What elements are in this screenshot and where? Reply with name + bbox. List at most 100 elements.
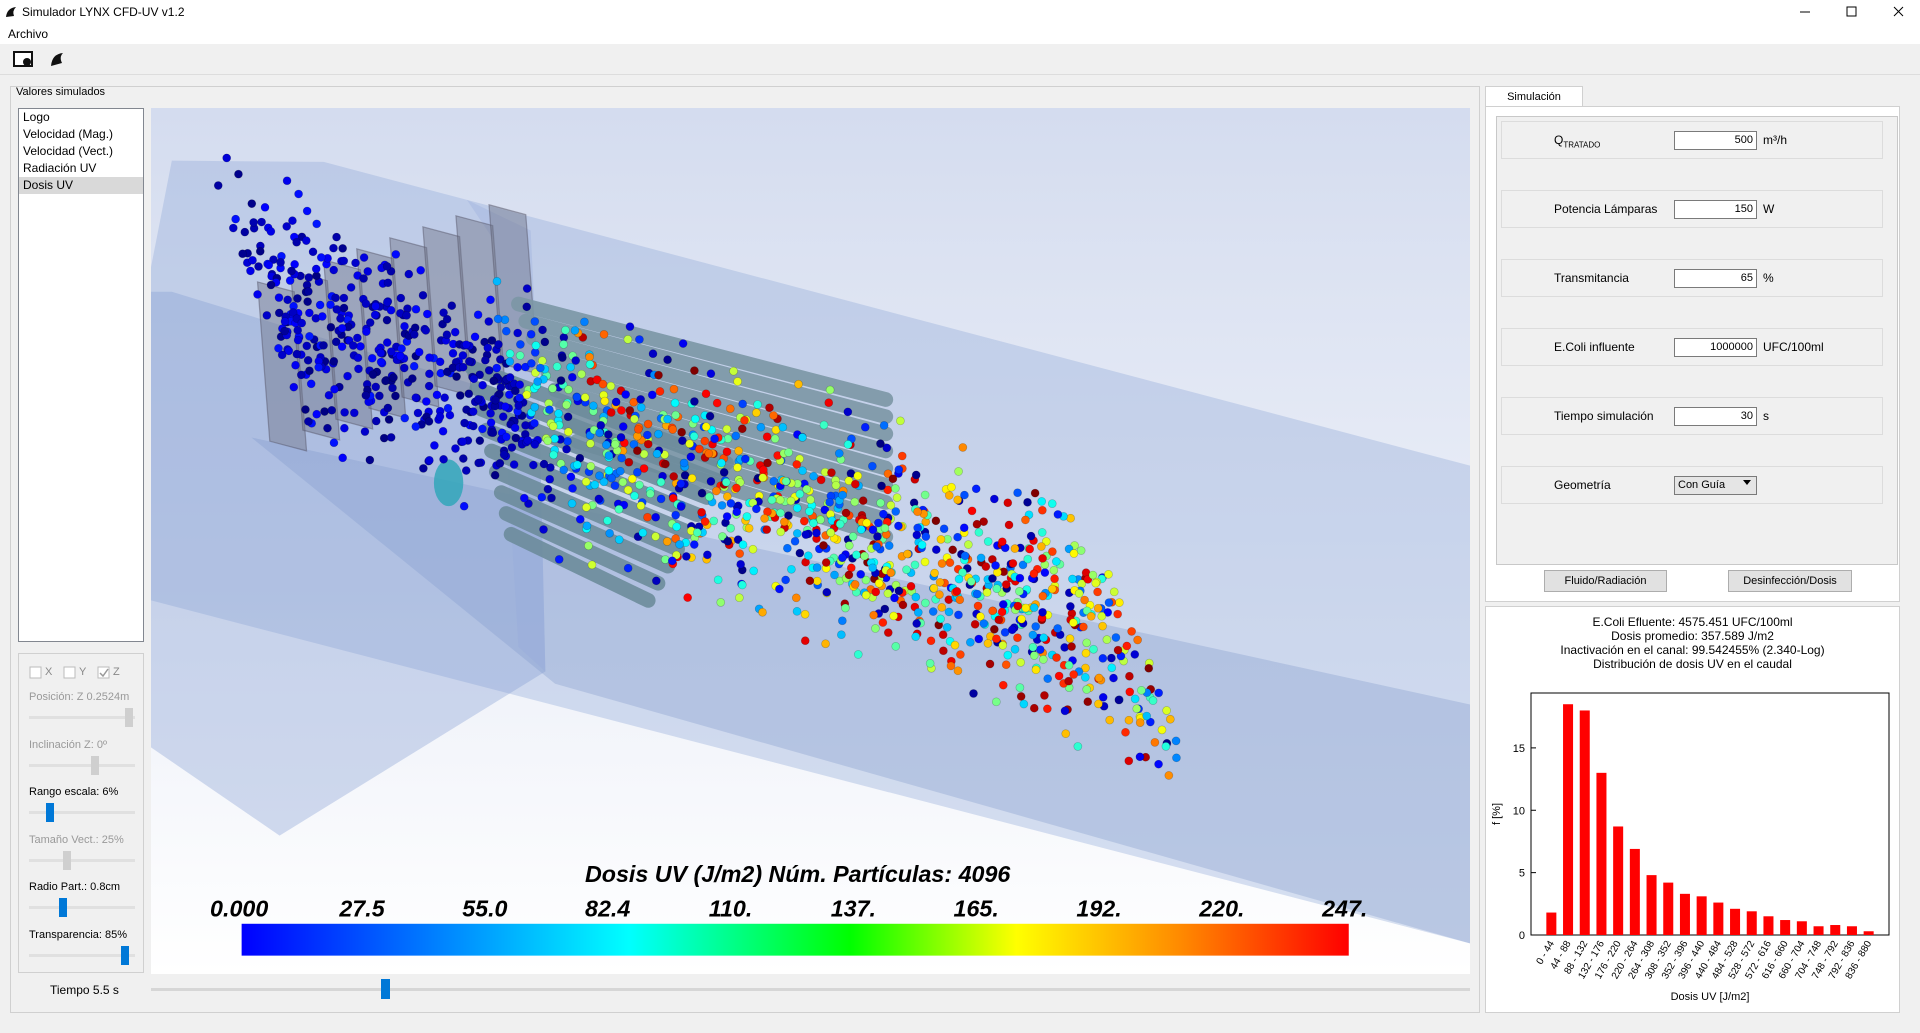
slider[interactable] [29,755,137,777]
menu-item[interactable]: Archivo [8,27,49,41]
particle [1038,591,1048,601]
particle [513,362,522,372]
particle [522,302,532,312]
particle [1146,717,1155,727]
3d-view[interactable]: Dosis UV (J/m2) Núm. Partículas: 4096 0.… [151,108,1470,974]
particle [610,481,620,490]
particle [891,484,900,493]
particle [1015,573,1025,583]
particle [954,574,964,584]
particle [939,646,948,656]
particle [422,309,432,319]
screenshot-button[interactable] [12,49,36,69]
particle [633,424,643,434]
particle [361,391,371,400]
particle [710,434,719,444]
particle [356,342,365,351]
particle [692,528,702,537]
field-unit: W [1763,202,1775,216]
disinfection-button[interactable]: Desinfección/Dosis [1728,570,1852,592]
particle [570,326,580,335]
particle [878,618,888,627]
time-slider-handle[interactable] [381,979,390,999]
particle [617,406,626,415]
particle [451,444,460,453]
particle [473,394,483,404]
particle [740,454,750,464]
particle [618,422,628,431]
particle [1144,663,1154,673]
particle [1030,488,1040,498]
particle [538,325,547,335]
particle [801,530,811,539]
checkbox[interactable] [29,666,43,680]
field-input[interactable]: 500 [1674,131,1757,150]
color-scale [241,923,1349,956]
particle [1115,598,1124,607]
slider[interactable] [29,850,137,872]
list-item[interactable]: Logo [23,110,50,124]
checkbox[interactable] [63,666,77,680]
window-controls[interactable] [1780,0,1920,24]
particle [458,362,468,372]
field-input[interactable]: 150 [1674,200,1757,219]
particle [549,450,558,460]
tab[interactable]: Simulación Ultravioleta [1485,86,1583,123]
particle [500,402,510,411]
particle [867,461,877,471]
particle [1088,570,1098,580]
slider[interactable] [29,945,137,967]
particle [1026,531,1036,541]
combo-box[interactable]: Con Guía [1674,476,1757,495]
particle [425,369,434,379]
list-item[interactable]: Velocidad (Vect.) [23,144,114,158]
particle [742,512,752,521]
particle [530,418,539,428]
toolbar [0,44,1920,75]
particle [792,503,802,513]
particle [1015,683,1025,692]
particle [329,356,339,366]
slider[interactable] [29,897,137,919]
list-item[interactable]: Dosis UV [19,177,143,194]
slider[interactable] [29,802,137,824]
list-item[interactable]: Radiación UV [23,161,97,175]
particle [537,356,547,366]
field-input[interactable]: 30 [1674,407,1757,426]
slider[interactable] [29,707,137,729]
particle [700,436,710,446]
reload-button[interactable] [48,49,68,69]
particle [1150,738,1160,747]
value-list[interactable]: Logo Velocidad (Mag.) Velocidad (Vect.) Rad… [18,108,144,642]
particle [662,537,672,546]
particle [581,477,591,487]
particle [338,244,348,253]
form-row: Tiempo simulación 30 s [1501,397,1883,435]
y-tick-label: 0 [1519,930,1525,942]
particle [700,517,710,526]
field-input[interactable]: 1000000 [1674,338,1757,357]
particle [332,232,341,242]
list-item[interactable]: Velocidad (Mag.) [23,127,114,141]
particle [645,489,655,499]
particle [976,612,985,621]
particle [1023,554,1033,564]
particle [853,471,863,481]
particle [841,603,850,613]
particle [781,476,791,486]
field-input[interactable]: 65 [1674,269,1757,288]
particle [339,303,349,313]
particle [767,495,777,505]
particle [468,407,478,416]
particle [587,560,597,570]
particle [324,390,334,400]
checkbox-label: X [45,666,53,678]
slider-handle [59,898,67,917]
checkbox[interactable] [97,666,111,680]
time-slider[interactable] [151,978,1470,1000]
particle [305,308,314,318]
particle [1037,497,1047,506]
particle [1029,603,1039,612]
fluid-button[interactable]: Fluido/Radiación [1544,570,1667,592]
field-unit: m³/h [1763,133,1787,147]
